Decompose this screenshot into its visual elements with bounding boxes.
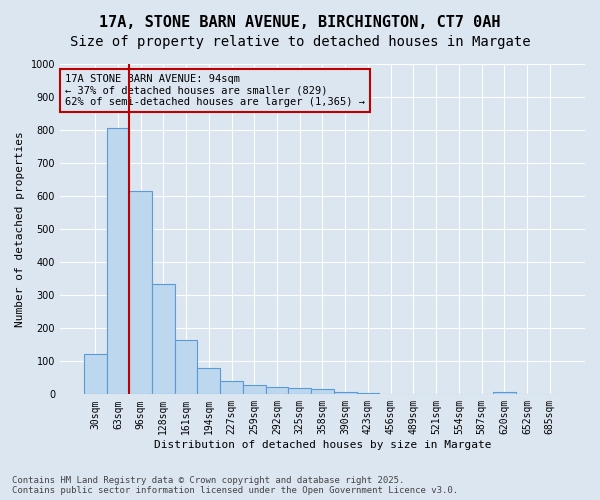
Bar bbox=[493, 392, 515, 394]
Bar bbox=[129, 190, 152, 394]
Bar bbox=[243, 386, 266, 394]
Text: Contains HM Land Registry data © Crown copyright and database right 2025.
Contai: Contains HM Land Registry data © Crown c… bbox=[12, 476, 458, 495]
Bar bbox=[197, 368, 220, 394]
X-axis label: Distribution of detached houses by size in Margate: Distribution of detached houses by size … bbox=[154, 440, 491, 450]
Bar bbox=[152, 284, 175, 395]
Bar bbox=[334, 392, 356, 394]
Bar bbox=[84, 354, 107, 395]
Bar bbox=[220, 381, 243, 394]
Text: 17A, STONE BARN AVENUE, BIRCHINGTON, CT7 0AH: 17A, STONE BARN AVENUE, BIRCHINGTON, CT7… bbox=[99, 15, 501, 30]
Bar bbox=[175, 340, 197, 394]
Bar bbox=[289, 388, 311, 394]
Bar bbox=[266, 387, 289, 394]
Text: 17A STONE BARN AVENUE: 94sqm
← 37% of detached houses are smaller (829)
62% of s: 17A STONE BARN AVENUE: 94sqm ← 37% of de… bbox=[65, 74, 365, 107]
Bar bbox=[107, 128, 129, 394]
Bar bbox=[356, 392, 379, 394]
Y-axis label: Number of detached properties: Number of detached properties bbox=[15, 132, 25, 327]
Text: Size of property relative to detached houses in Margate: Size of property relative to detached ho… bbox=[70, 35, 530, 49]
Bar bbox=[311, 390, 334, 394]
